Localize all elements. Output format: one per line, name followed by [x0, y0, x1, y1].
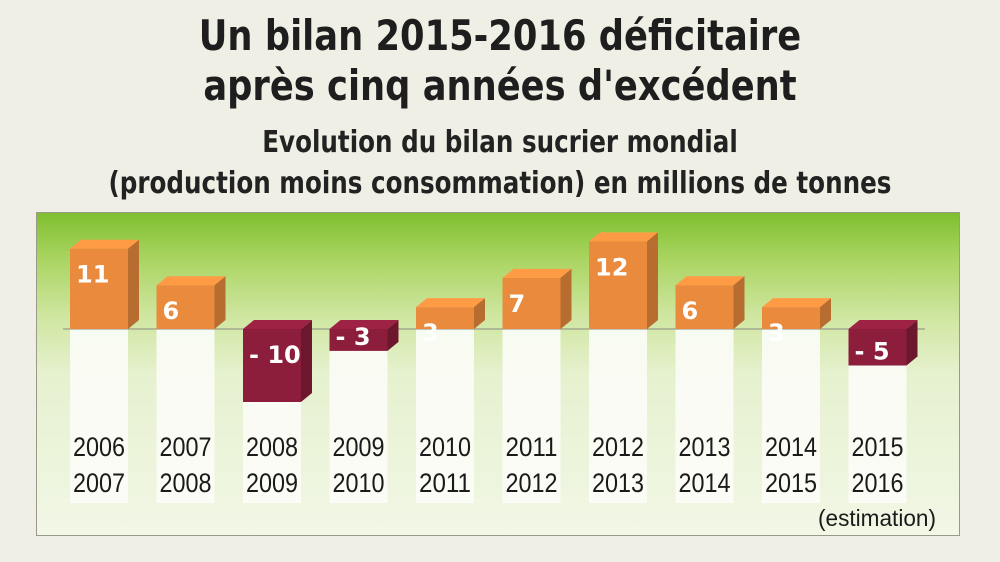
bar-front: [329, 329, 388, 351]
bar-front: [156, 285, 215, 329]
bar-top: [762, 298, 831, 308]
category-column: [416, 329, 474, 503]
bar-top: [675, 276, 745, 286]
bar-side: [301, 320, 312, 402]
category-label: 2007: [73, 468, 125, 498]
bar-1: 6: [156, 276, 226, 329]
category-label: 2014: [679, 468, 731, 498]
bar-8: 3: [762, 298, 831, 347]
bar-front: [70, 248, 128, 329]
bar-6: 12: [589, 232, 658, 329]
category-label: 2016: [852, 468, 904, 498]
category-label: 2012: [592, 432, 644, 462]
bar-5: 7: [502, 268, 572, 329]
bar-7: 6: [675, 276, 745, 329]
bar-0: 11: [70, 239, 139, 329]
bar-value-label: 12: [595, 253, 628, 281]
bar-value-label: - 5: [855, 338, 890, 366]
category-column: [675, 329, 734, 503]
category-label: 2012: [506, 468, 558, 498]
bar-front: [589, 241, 647, 329]
chart-title-line-2: après cinq années d'excédent: [203, 61, 797, 110]
chart-panel: 11 6 - 10 - 3 3 7 12 6 3 - 5 2006 2007 2007 2008 2008 2…: [36, 212, 960, 536]
category-label: 2013: [679, 432, 731, 462]
category-label: 2015: [765, 468, 817, 498]
bar-value-label: 6: [163, 297, 180, 325]
bar-front: [416, 307, 474, 329]
bar-value-label: 7: [509, 290, 526, 318]
bar-top: [502, 268, 572, 278]
bar-3: - 3: [329, 320, 399, 351]
bar-value-label: 3: [768, 319, 785, 347]
bar-front: [848, 329, 907, 366]
bar-top: [70, 239, 139, 249]
category-column: [329, 329, 388, 503]
chart-title-line-1: Un bilan 2015-2016 déficitaire: [198, 11, 802, 60]
category-label: 2007: [160, 432, 212, 462]
bar-side: [387, 320, 399, 351]
bar-value-label: - 3: [336, 323, 371, 351]
bar-side: [128, 239, 139, 329]
category-label: 2008: [246, 432, 298, 462]
category-label: 2009: [333, 432, 385, 462]
bar-4: 3: [416, 298, 485, 347]
category-label: 2010: [419, 432, 471, 462]
category-label: 2015: [852, 432, 904, 462]
category-label: 2008: [160, 468, 212, 498]
bar-front: [762, 307, 820, 329]
bar-chart: 11 6 - 10 - 3 3 7 12 6 3 - 5 2006 2007 2007 2008 2008 2…: [63, 232, 936, 531]
category-label: 2006: [73, 432, 125, 462]
category-label: 2010: [333, 468, 385, 498]
bar-front: [243, 329, 301, 402]
category-label: 2011: [506, 432, 558, 462]
category-label: 2014: [765, 432, 817, 462]
bar-side: [733, 276, 745, 329]
bar-side: [647, 232, 658, 329]
chart-subtitle-line-1: Evolution du bilan sucrier mondial: [262, 125, 738, 160]
bar-value-label: - 10: [249, 341, 301, 369]
bar-top: [589, 232, 658, 242]
category-column: [156, 329, 215, 503]
category-label: 2011: [419, 468, 471, 498]
category-column: [762, 329, 820, 503]
bar-value-label: 3: [422, 319, 439, 347]
category-column: [589, 329, 647, 503]
bar-top: [416, 298, 485, 308]
bar-side: [560, 268, 572, 329]
bar-side: [474, 298, 485, 329]
bar-top: [243, 320, 312, 329]
category-column: [70, 329, 128, 503]
bar-side: [906, 320, 918, 366]
estimation-annotation: (estimation): [818, 505, 936, 531]
category-label: 2009: [246, 468, 298, 498]
chart-subtitle-line-2: (production moins consommation) en milli…: [108, 166, 892, 201]
bar-top: [848, 320, 918, 329]
bar-value-label: 6: [682, 297, 699, 325]
bar-top: [329, 320, 399, 329]
bar-9: - 5: [848, 320, 918, 366]
bar-2: - 10: [243, 320, 312, 402]
bar-side: [820, 298, 831, 329]
bar-value-label: 11: [76, 261, 109, 289]
bar-top: [156, 276, 226, 286]
bar-front: [675, 285, 734, 329]
category-column: [502, 329, 561, 503]
category-label: 2013: [592, 468, 644, 498]
bar-side: [214, 276, 226, 329]
bar-front: [502, 277, 561, 329]
